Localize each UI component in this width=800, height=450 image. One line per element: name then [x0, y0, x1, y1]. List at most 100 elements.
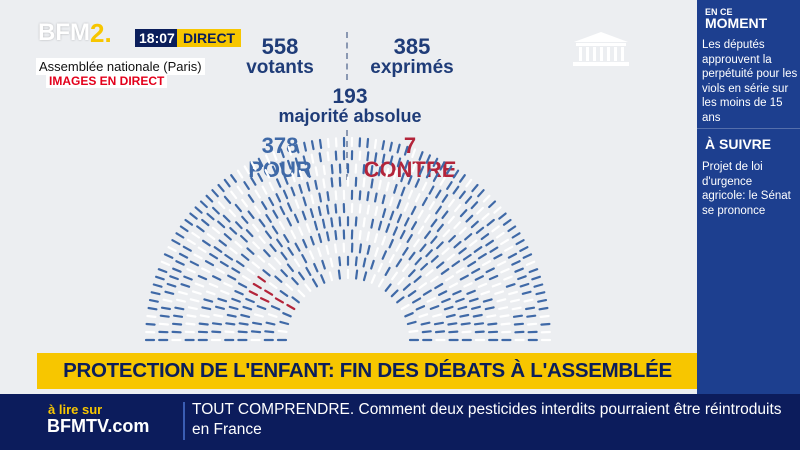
seat-pour [458, 190, 466, 200]
seat-pour [354, 256, 358, 267]
seat-empty [374, 247, 379, 257]
ticker-site-link[interactable]: BFMTV.com [47, 416, 150, 436]
seat-pour [310, 140, 315, 151]
seat-empty [326, 151, 330, 162]
seat-empty [458, 227, 467, 235]
seat-empty [374, 206, 379, 217]
seat-pour [403, 145, 409, 156]
seat-empty [494, 290, 505, 295]
seat-pour [212, 275, 222, 281]
seat-pour [381, 140, 386, 151]
seat-pour [459, 174, 466, 183]
seat-empty [481, 212, 490, 221]
seat-empty [441, 247, 450, 255]
seat-pour [317, 206, 322, 217]
seat-pour [276, 178, 282, 188]
seat-pour [366, 191, 370, 202]
seat-pour [334, 150, 338, 161]
seat-pour [274, 275, 283, 283]
seat-empty [186, 268, 196, 274]
seat-empty [178, 290, 188, 296]
seat-pour [430, 255, 439, 263]
seat-empty [236, 185, 244, 195]
seat-pour [212, 206, 220, 215]
ticker-text: TOUT COMPRENDRE. Comment deux pesticides… [192, 401, 782, 438]
seat-empty [293, 258, 301, 268]
seat-empty [191, 231, 201, 239]
seat-empty [285, 283, 294, 291]
seat-pour [189, 260, 200, 267]
seat-pour [245, 229, 254, 238]
seat-pour [424, 230, 432, 239]
seat-pour [206, 212, 215, 221]
seat-pour [201, 218, 210, 227]
seat-empty [189, 298, 200, 303]
seat-pour [262, 269, 271, 277]
seat-pour [400, 186, 406, 197]
seat-empty [477, 282, 488, 288]
seat-pour [393, 183, 398, 194]
seat-empty [539, 314, 550, 318]
seat-pour [459, 313, 470, 318]
seat-pour [464, 233, 473, 241]
seat-pour [392, 226, 398, 236]
seat-empty [185, 322, 196, 326]
seat-empty [206, 233, 216, 241]
seat-pour [355, 269, 359, 280]
seat-pour [457, 305, 468, 311]
seat-empty [254, 313, 264, 318]
seat-empty [187, 306, 198, 310]
seat-empty [525, 260, 536, 266]
seat-pour [430, 235, 438, 244]
seat-pour [314, 179, 318, 190]
seat-pour [303, 141, 307, 152]
seat-pour [413, 275, 422, 283]
sidebar-panel: EN CE MOMENT Les députés approuvent la p… [697, 0, 800, 394]
seat-pour [205, 194, 214, 203]
seat-pour [528, 268, 539, 274]
seat-empty [167, 246, 177, 252]
seat-empty [411, 148, 417, 159]
seat-pour [511, 232, 521, 239]
seat-empty [362, 217, 366, 228]
seat-pour [318, 192, 322, 203]
seat-empty [493, 206, 502, 214]
seat-pour [396, 199, 402, 209]
seat-pour [235, 221, 243, 230]
seat-pour [537, 299, 548, 303]
seat-empty [496, 260, 507, 267]
seat-empty [491, 225, 500, 233]
seat-pour [293, 213, 300, 224]
seat-pour [485, 267, 495, 274]
votants-label: votants [246, 57, 314, 78]
seat-pour [217, 183, 225, 193]
location-label: Assemblée nationale (Paris) [36, 58, 205, 75]
seat-pour [291, 296, 300, 304]
seat-pour [268, 196, 275, 207]
seat-pour [414, 257, 422, 266]
bottom-ticker [0, 394, 800, 450]
seat-pour [511, 260, 521, 266]
seat-pour [502, 218, 512, 226]
seat-empty [291, 172, 296, 183]
seat-pour [507, 225, 517, 233]
live-badge: DIRECT [177, 29, 242, 47]
seat-pour [381, 208, 387, 218]
seat-pour [240, 313, 251, 318]
seat-pour [199, 200, 208, 209]
seat-pour [169, 275, 179, 281]
seat-pour [231, 267, 241, 274]
seat-pour [404, 312, 414, 318]
seat-empty [317, 247, 322, 257]
seat-empty [447, 198, 455, 208]
seat-empty [236, 169, 244, 179]
stats-divider-bottom [346, 130, 348, 180]
seat-pour [271, 165, 278, 176]
seat-pour [435, 189, 442, 199]
seat-pour [388, 238, 394, 249]
seat-pour [377, 166, 382, 177]
seat-empty [370, 274, 376, 284]
seat-pour [465, 214, 474, 223]
seat-pour [160, 306, 171, 311]
seat-pour [507, 252, 518, 259]
